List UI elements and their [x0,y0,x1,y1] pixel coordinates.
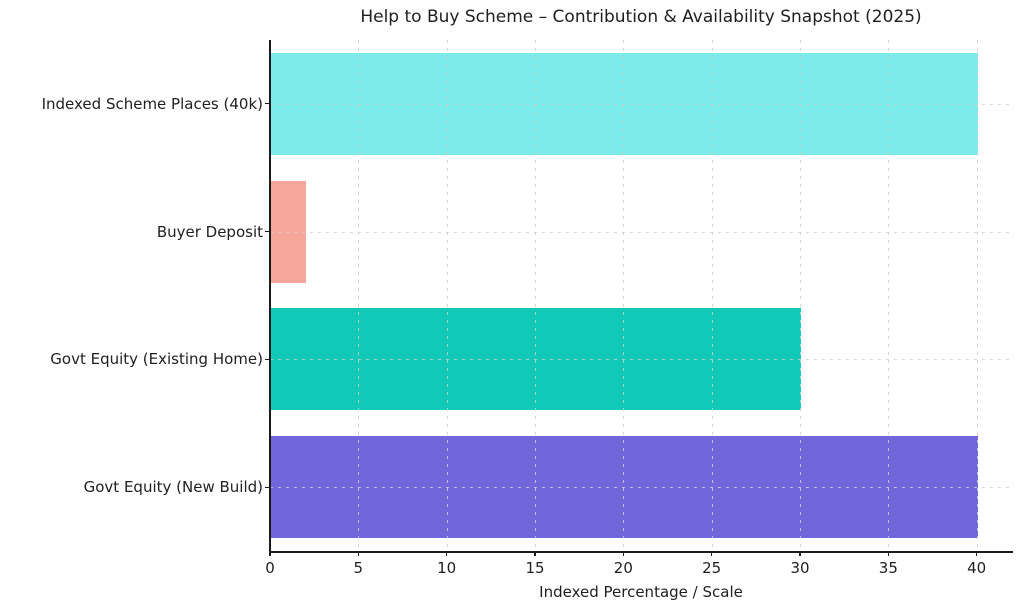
gridline-vertical [888,40,890,551]
x-tick-label: 40 [967,559,987,577]
bar-3 [271,436,978,539]
x-tick-mark [446,552,448,556]
gridline-vertical [711,40,713,551]
y-tick-mark [265,358,269,360]
gridline-horizontal [270,487,1012,489]
x-tick-mark [887,552,889,556]
x-tick-mark [976,552,978,556]
gridline-horizontal [270,103,1012,105]
y-tick-mark [265,103,269,105]
x-tick-label: 10 [437,559,457,577]
gridline-vertical [976,40,978,551]
bar-2 [271,308,801,411]
bar-1 [271,180,307,283]
y-tick-label: Indexed Scheme Places (40k) [41,94,263,113]
x-tick-label: 15 [525,559,545,577]
y-tick-mark [265,231,269,233]
gridline-vertical [623,40,625,551]
y-tick-label: Buyer Deposit [156,222,263,241]
gridline-vertical [358,40,360,551]
x-tick-mark [711,552,713,556]
x-tick-label: 0 [265,559,275,577]
x-tick-label: 5 [353,559,364,577]
x-axis-title: Indexed Percentage / Scale [539,583,743,601]
gridline-vertical [446,40,448,551]
gridline-vertical [535,40,536,551]
chart-title: Help to Buy Scheme – Contribution & Avai… [360,7,922,27]
gridline-vertical [800,40,801,551]
bottom-spine [269,551,1013,553]
y-tick-mark [265,486,269,488]
gridline-horizontal [270,231,1012,233]
x-tick-mark [799,552,801,556]
gridline-horizontal [270,359,1012,361]
x-tick-label: 20 [613,559,633,577]
x-tick-mark [622,552,624,556]
left-spine [269,40,271,552]
x-tick-label: 25 [702,559,722,577]
bar-0 [271,52,978,155]
x-tick-mark [357,552,359,556]
x-tick-mark [269,552,271,556]
x-tick-label: 30 [790,559,810,577]
x-tick-label: 35 [878,559,898,577]
y-tick-label: Govt Equity (New Build) [83,478,263,497]
y-tick-label: Govt Equity (Existing Home) [50,350,263,369]
x-tick-mark [534,552,536,556]
